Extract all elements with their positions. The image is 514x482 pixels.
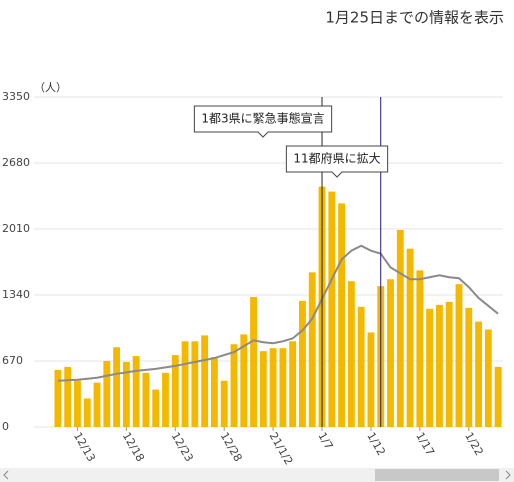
bar	[435, 304, 443, 427]
bar	[357, 306, 365, 427]
line	[57, 244, 499, 382]
y-tick-label: 670	[2, 354, 23, 367]
bar	[475, 321, 482, 427]
bar	[152, 389, 160, 427]
bar	[279, 348, 287, 427]
bar	[387, 279, 394, 427]
scroll-thumb[interactable]	[375, 469, 499, 481]
bar	[406, 248, 414, 427]
bar	[171, 355, 179, 427]
annotation-text: 1都3県に緊急事態宣言	[201, 111, 324, 126]
bar	[132, 356, 140, 427]
bar	[426, 308, 434, 427]
y-tick-label: 2680	[2, 156, 30, 169]
bar	[230, 344, 238, 427]
bar	[289, 341, 297, 427]
bar	[162, 372, 169, 427]
scroll-left[interactable]	[3, 470, 9, 480]
y-tick-label: 2010	[2, 222, 30, 235]
bar	[445, 301, 453, 427]
bar	[465, 307, 473, 427]
bar	[338, 203, 346, 427]
bar	[74, 380, 81, 427]
bar	[416, 270, 424, 427]
bar	[269, 348, 277, 427]
bar	[93, 382, 101, 427]
bar	[191, 341, 199, 427]
bar	[220, 380, 228, 427]
x-tick-label: 1/12	[364, 430, 388, 458]
bar	[308, 272, 316, 427]
annotation-text: 11都府県に拡大	[293, 151, 380, 166]
bar	[250, 296, 257, 427]
bar	[455, 284, 463, 427]
chart-title: 1月25日までの情報を表示	[325, 9, 504, 27]
callout: 11都府県に拡大	[285, 145, 389, 178]
bar	[240, 334, 248, 427]
bar	[484, 329, 492, 427]
bar	[181, 341, 189, 427]
scroll-right[interactable]	[505, 470, 511, 480]
bar	[367, 332, 375, 427]
y-tick-label: 1340	[2, 288, 30, 301]
bar	[142, 372, 150, 427]
callout: 1都3県に緊急事態宣言	[193, 105, 333, 138]
x-tick-label: 12/28	[218, 430, 245, 464]
bar	[64, 366, 72, 427]
x-tick-label: 1/22	[462, 430, 486, 458]
bar	[103, 361, 111, 427]
callout-box	[193, 105, 333, 138]
bar	[54, 369, 62, 427]
y-tick-label: 3350	[2, 90, 30, 103]
x-tick-label: 1/17	[413, 430, 437, 458]
callout-box	[285, 145, 389, 178]
x-tick-label: 12/18	[120, 430, 147, 464]
bar	[201, 335, 209, 427]
x-tick-label: 12/23	[169, 430, 196, 464]
bar	[347, 281, 355, 427]
x-tick-label: 21/1/2	[267, 430, 296, 467]
bar	[299, 300, 306, 427]
scrollbar[interactable]	[0, 468, 514, 482]
x-tick-label: 1/7	[315, 430, 335, 452]
bar	[259, 351, 267, 427]
bar	[122, 361, 130, 427]
y-tick-label: 0	[2, 420, 9, 433]
bar	[494, 366, 502, 427]
bar	[113, 347, 121, 427]
y-axis-label: （人）	[34, 81, 67, 94]
bar	[210, 357, 218, 427]
bar	[328, 191, 336, 427]
x-tick-label: 12/13	[71, 430, 98, 464]
bar	[83, 398, 91, 427]
bar	[396, 229, 404, 427]
